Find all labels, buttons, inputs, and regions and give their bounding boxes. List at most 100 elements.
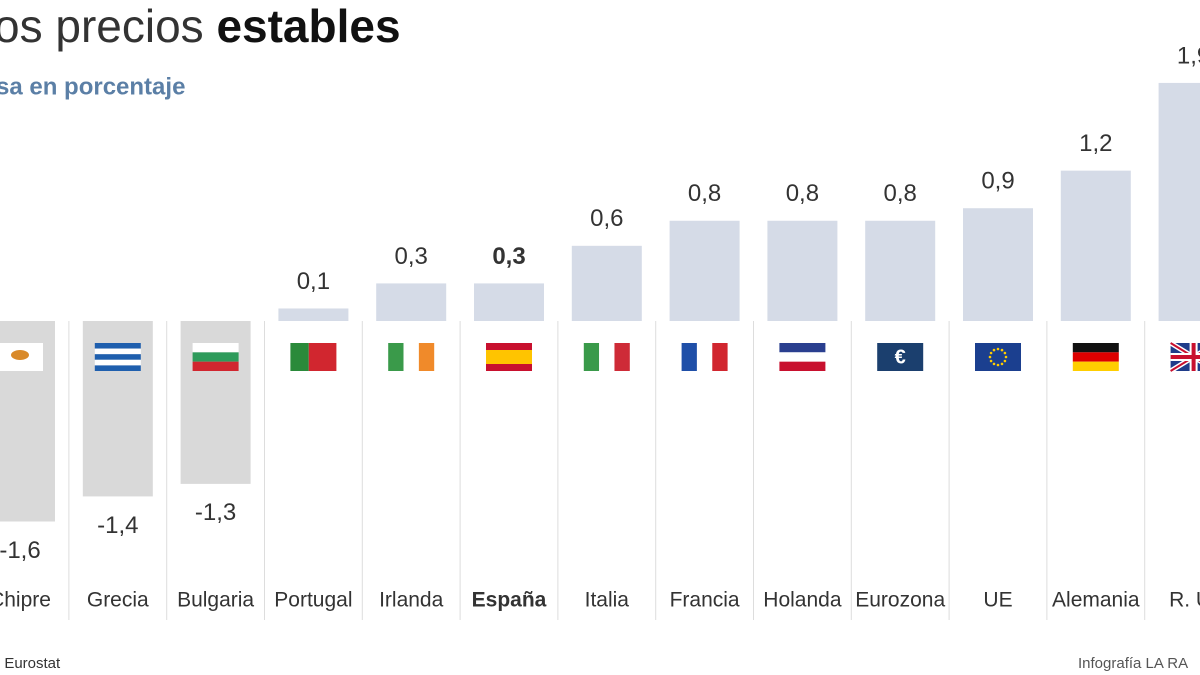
- flag-stripe: [486, 364, 532, 371]
- bar: [669, 220, 740, 321]
- value-label: 0,8: [786, 180, 819, 207]
- bar: [963, 208, 1033, 321]
- bar: [376, 283, 447, 321]
- value-label: 0,3: [492, 243, 525, 270]
- bar: [1158, 82, 1200, 322]
- category-label: Eurozona: [855, 589, 945, 612]
- bar: [767, 220, 838, 321]
- category-label: Italia: [585, 589, 630, 612]
- category-label: Chipre: [0, 589, 51, 612]
- flag: €: [877, 343, 924, 371]
- flag-stripe: [192, 361, 239, 371]
- flag: [779, 343, 826, 371]
- category-label: España: [472, 589, 547, 612]
- chart-title: os precios estables: [0, 0, 401, 52]
- flag: [0, 343, 43, 371]
- flag-stripe: [1072, 343, 1119, 353]
- flag-detail: [11, 350, 29, 360]
- category-label: Alemania: [1052, 589, 1140, 612]
- flag-detail: [989, 351, 993, 355]
- flag-stripe: [712, 343, 728, 371]
- flag: [681, 343, 728, 371]
- flag-stripe: [94, 348, 141, 355]
- value-label: -1,6: [0, 537, 41, 564]
- flag-detail: [992, 348, 996, 352]
- bar: [474, 283, 544, 321]
- flag: [290, 343, 337, 371]
- source: : Eurostat: [0, 655, 61, 672]
- flag-stripe: [583, 343, 600, 371]
- flag: [94, 343, 141, 371]
- flag-detail: [996, 347, 1000, 351]
- value-label: 0,9: [981, 168, 1014, 195]
- bar: [865, 220, 936, 321]
- value-label: 1,2: [1079, 130, 1112, 157]
- flag: [1169, 340, 1200, 374]
- flag-detail: [992, 362, 996, 366]
- category-label: Grecia: [87, 589, 149, 612]
- credit: Infografía LA RA: [1078, 655, 1188, 672]
- value-label: 0,6: [590, 205, 623, 232]
- flag-stripe: [308, 343, 337, 371]
- flag-stripe: [403, 343, 419, 371]
- value-label: -1,3: [195, 499, 236, 526]
- flag-stripe: [192, 343, 239, 353]
- value-label: 0,8: [688, 180, 721, 207]
- flag-stripe: [1072, 361, 1119, 371]
- flag-detail: [989, 359, 993, 363]
- flag-stripe: [388, 343, 404, 371]
- flag-stripe: [614, 343, 630, 371]
- subtitle: sa en porcentaje: [0, 73, 185, 100]
- category-label: UE: [983, 589, 1012, 612]
- flag-stripe: [779, 343, 826, 353]
- flag-stripe: [94, 359, 141, 366]
- flag-detail: [1000, 362, 1004, 366]
- category-label: Irlanda: [379, 589, 444, 612]
- title-part: os precios: [0, 0, 204, 52]
- value-label: 0,8: [884, 180, 917, 207]
- category-label: Francia: [670, 589, 740, 612]
- title-part: estables: [216, 0, 400, 52]
- flag-stripe: [486, 343, 532, 350]
- flag-detail: [1004, 355, 1008, 359]
- flag-detail: [996, 363, 1000, 367]
- flag: [583, 343, 630, 371]
- flag-stripe: [1072, 352, 1119, 362]
- category-label: Bulgaria: [177, 589, 254, 612]
- flag: [486, 343, 532, 371]
- flag-stripe: [486, 350, 532, 364]
- category-label: Portugal: [274, 589, 352, 612]
- flag-detail: [1000, 348, 1004, 352]
- category-label: R. Ur: [1169, 589, 1200, 612]
- value-label: 0,1: [297, 268, 330, 295]
- bar: [278, 308, 349, 321]
- flag-stripe: [681, 343, 697, 371]
- flag-stripe: [975, 343, 1021, 371]
- value-label: 0,3: [395, 243, 428, 270]
- flag-stripe: [94, 343, 141, 349]
- flag-detail: [1003, 351, 1007, 355]
- bar: [1060, 170, 1131, 321]
- value-label: 1,9: [1177, 42, 1200, 69]
- flag-stripe: [696, 343, 713, 371]
- flag-stripe: [94, 354, 141, 360]
- flag-stripe: [418, 343, 435, 371]
- flag-stripe: [599, 343, 615, 371]
- value-label: -1,4: [97, 512, 138, 539]
- flag-detail: [1170, 343, 1200, 371]
- flag: [192, 343, 239, 371]
- flag-stripe: [779, 352, 826, 362]
- flag: [1072, 343, 1119, 371]
- flag-detail: €: [895, 346, 906, 368]
- flag-stripe: [779, 361, 826, 371]
- category-label: Holanda: [763, 589, 842, 612]
- flag-stripe: [94, 365, 141, 371]
- flag-detail: [988, 355, 992, 359]
- flag-stripe: [877, 343, 924, 371]
- flag-stripe: [290, 343, 309, 371]
- flag: [388, 343, 435, 371]
- flag-detail: [1003, 359, 1007, 363]
- flag-stripe: [192, 352, 239, 362]
- bar: [571, 245, 642, 321]
